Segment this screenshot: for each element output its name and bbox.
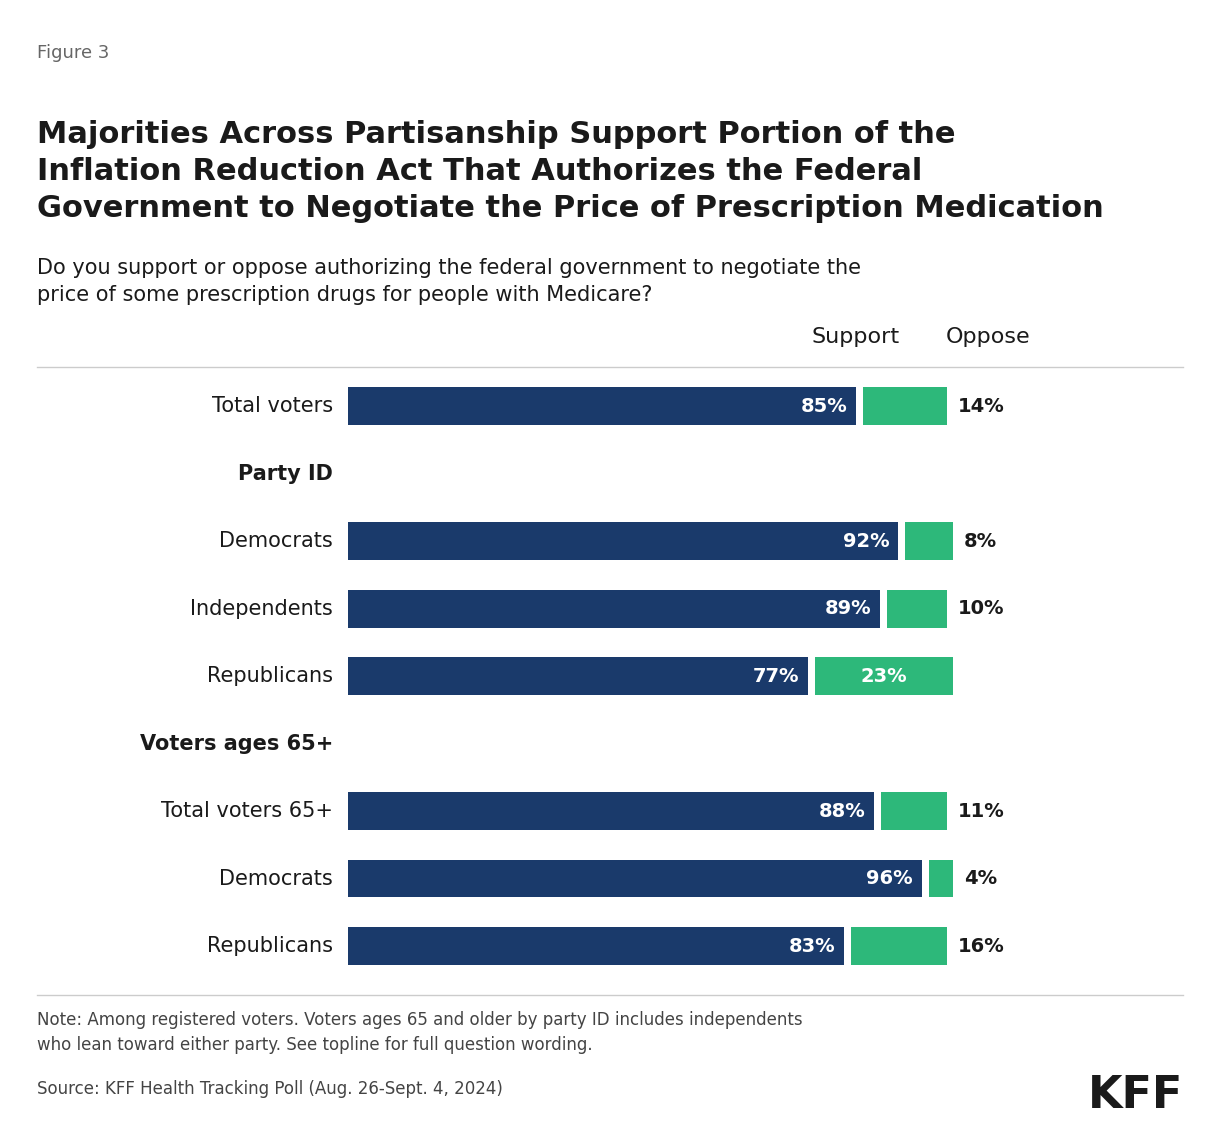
Text: Independents: Independents [190,598,333,619]
Text: 85%: 85% [800,397,847,416]
Text: KFF: KFF [1088,1074,1183,1117]
Text: Republicans: Republicans [207,936,333,956]
Bar [348,860,921,897]
Text: 11%: 11% [958,801,1004,821]
Bar [348,927,844,965]
Text: Source: KFF Health Tracking Poll (Aug. 26-Sept. 4, 2024): Source: KFF Health Tracking Poll (Aug. 2… [37,1080,503,1098]
Bar [815,658,953,694]
Text: Majorities Across Partisanship Support Portion of the
Inflation Reduction Act Th: Majorities Across Partisanship Support P… [37,120,1103,223]
Text: Republicans: Republicans [207,666,333,686]
Text: 8%: 8% [964,532,997,551]
Bar [864,387,947,425]
Bar [348,523,898,560]
Text: Total voters 65+: Total voters 65+ [161,801,333,822]
Bar [881,792,947,830]
Text: 23%: 23% [861,667,908,685]
Text: 10%: 10% [958,599,1004,618]
Text: Figure 3: Figure 3 [37,44,109,62]
Text: 14%: 14% [958,397,1004,416]
Bar [852,927,947,965]
Bar [928,860,953,897]
Bar [348,658,808,694]
Bar [905,523,953,560]
Bar [348,792,874,830]
Text: Total voters: Total voters [212,397,333,416]
Text: Democrats: Democrats [220,531,333,551]
Text: 96%: 96% [866,869,913,888]
Text: 16%: 16% [958,936,1004,956]
Bar [887,590,947,628]
Text: Oppose: Oppose [946,328,1031,347]
Text: Voters ages 65+: Voters ages 65+ [139,733,333,754]
Text: 89%: 89% [825,599,871,618]
Text: Party ID: Party ID [238,464,333,484]
Text: Do you support or oppose authorizing the federal government to negotiate the
pri: Do you support or oppose authorizing the… [37,258,860,305]
Text: 77%: 77% [753,667,799,685]
Text: Democrats: Democrats [220,869,333,888]
Text: 4%: 4% [964,869,997,888]
Text: 88%: 88% [819,801,865,821]
Bar [348,387,856,425]
Bar [348,590,880,628]
Text: Support: Support [811,328,900,347]
Text: Note: Among registered voters. Voters ages 65 and older by party ID includes ind: Note: Among registered voters. Voters ag… [37,1011,803,1054]
Text: 92%: 92% [843,532,889,551]
Text: 83%: 83% [788,936,836,956]
